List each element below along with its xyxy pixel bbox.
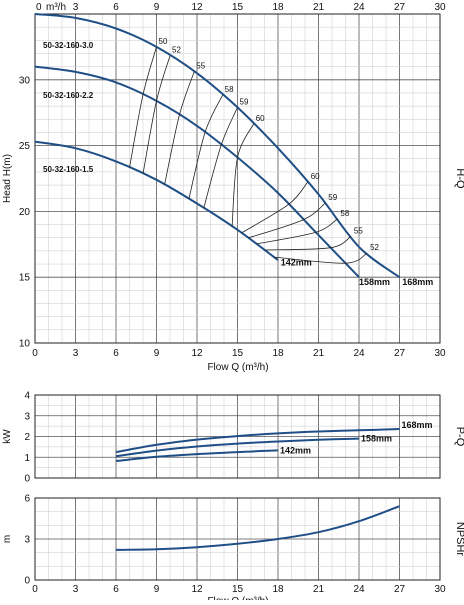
panel-3-x-tick-label: 18 xyxy=(272,584,284,595)
efficiency-label: 59 xyxy=(240,97,249,106)
panel-1-x-tick-label: 27 xyxy=(394,348,406,359)
top-x-tick-label: 27 xyxy=(394,2,406,13)
hq-end-label: 158mm xyxy=(359,277,390,287)
panel-1-y-tick-label: 10 xyxy=(19,339,31,350)
hq-end-label: 168mm xyxy=(402,277,433,287)
panel-3-x-tick-label: 21 xyxy=(313,584,325,595)
panel-1-x-tick-label: 3 xyxy=(73,348,79,359)
panel-1-side-label: H-Q xyxy=(454,168,464,189)
panel-1-y-axis-label: Head H(m) xyxy=(2,154,13,203)
panel-3-x-tick-label: 15 xyxy=(232,584,244,595)
panel-3-x-tick-label: 27 xyxy=(394,584,406,595)
top-x-tick-label: 15 xyxy=(232,2,244,13)
efficiency-label: 52 xyxy=(370,243,379,252)
pq-curve-label: 168mm xyxy=(402,420,433,430)
efficiency-label: 50 xyxy=(159,37,168,46)
panel-1-x-tick-label: 24 xyxy=(353,348,365,359)
top-x-tick-label: 0 xyxy=(36,2,42,13)
hq-curve-142mm xyxy=(34,140,279,261)
panel-3-x-tick-label: 24 xyxy=(353,584,365,595)
panel-2-frame xyxy=(34,394,441,479)
panel-3-x-tick-label: 9 xyxy=(154,584,160,595)
panel-1-y-tick-label: 30 xyxy=(19,75,31,86)
efficiency-contour xyxy=(164,71,195,185)
hq-curve-158mm xyxy=(34,65,360,278)
pq-curve-label: 142mm xyxy=(280,445,311,455)
efficiency-contour xyxy=(273,252,368,264)
panel-3-side-label: NPSHr xyxy=(454,522,464,557)
panel-1-x-tick-label: 21 xyxy=(313,348,325,359)
efficiency-label: 60 xyxy=(311,172,320,181)
panel-3-y-tick-label: 0 xyxy=(24,576,30,587)
pq-curve-label: 158mm xyxy=(361,434,392,444)
efficiency-contour xyxy=(142,55,171,174)
panel-3-x-tick-label: 6 xyxy=(113,584,119,595)
top-x-tick-label: 3 xyxy=(73,2,79,13)
efficiency-contour xyxy=(256,218,338,245)
efficiency-label: 60 xyxy=(256,114,265,123)
efficiency-label: 58 xyxy=(340,209,349,218)
efficiency-label: 55 xyxy=(354,226,363,235)
efficiency-label: 52 xyxy=(172,46,181,55)
panel-2-y-tick-label: 3 xyxy=(24,411,30,422)
npsh-curve xyxy=(115,505,400,551)
panel-3-frame xyxy=(34,497,441,581)
panel-3-y-tick-label: 6 xyxy=(24,494,30,505)
panel-1-x-tick-label: 0 xyxy=(32,348,38,359)
panel-1-x-tick-label: 15 xyxy=(232,348,244,359)
efficiency-label: 55 xyxy=(196,61,205,70)
top-x-tick-label: 21 xyxy=(313,2,325,13)
panel-2-y-tick-label: 2 xyxy=(24,432,30,443)
top-x-tick-label: 24 xyxy=(353,2,365,13)
efficiency-contour xyxy=(231,123,255,227)
hq-curve-name: 50-32-160-2.2 xyxy=(43,91,94,100)
panel-3-x-tick-label: 12 xyxy=(191,584,203,595)
efficiency-contour xyxy=(264,236,352,251)
panel-2-y-axis-label: kW xyxy=(2,429,13,444)
hq-curve-name: 50-32-160-1.5 xyxy=(43,165,94,174)
efficiency-label: 59 xyxy=(328,193,337,202)
pq-curve-158mm xyxy=(115,437,360,458)
panel-3-x-tick-label: 3 xyxy=(73,584,79,595)
panel-2-y-tick-label: 4 xyxy=(24,391,30,402)
panel-1-x-axis-label: Flow Q (m³/h) xyxy=(207,362,268,373)
panel-2-y-tick-label: 0 xyxy=(24,474,30,485)
panel-3-x-tick-label: 0 xyxy=(32,584,38,595)
panel-3-x-axis-label: Flow Q (m³/h) xyxy=(207,596,268,600)
panel-3-y-tick-label: 3 xyxy=(24,535,30,546)
top-x-tick-label: 9 xyxy=(154,2,160,13)
panel-1-y-tick-label: 20 xyxy=(19,207,31,218)
panel-1-x-tick-label: 6 xyxy=(113,348,119,359)
hq-curve-168mm xyxy=(34,13,401,279)
panel-1-x-tick-label: 30 xyxy=(434,348,446,359)
top-x-tick-label: 18 xyxy=(272,2,284,13)
top-x-unit-label: m³/h xyxy=(46,2,66,13)
panel-2-side-label: P-Q xyxy=(454,427,464,447)
top-x-tick-label: 30 xyxy=(434,2,446,13)
panel-1-x-tick-label: 9 xyxy=(154,348,160,359)
panel-1-y-tick-label: 15 xyxy=(19,273,31,284)
panel-3-x-tick-label: 30 xyxy=(434,584,446,595)
hq-end-label: 142mm xyxy=(281,257,312,267)
panel-1-x-tick-label: 12 xyxy=(191,348,203,359)
top-x-tick-label: 6 xyxy=(113,2,119,13)
efficiency-contour xyxy=(203,107,238,209)
panel-1-x-tick-label: 18 xyxy=(272,348,284,359)
efficiency-contour xyxy=(248,202,326,239)
efficiency-contour xyxy=(129,46,157,168)
panel-2-y-tick-label: 1 xyxy=(24,453,30,464)
efficiency-label: 58 xyxy=(225,85,234,94)
panel-3-y-axis-label: m xyxy=(2,535,13,543)
top-x-tick-label: 12 xyxy=(191,2,203,13)
pq-curve-142mm xyxy=(115,449,279,462)
panel-1-frame xyxy=(34,13,441,344)
pq-curve-168mm xyxy=(115,428,400,454)
efficiency-contour xyxy=(188,94,224,199)
panel-1-y-tick-label: 25 xyxy=(19,141,31,152)
efficiency-contour xyxy=(241,181,309,234)
hq-curve-name: 50-32-160-3.0 xyxy=(43,41,94,50)
